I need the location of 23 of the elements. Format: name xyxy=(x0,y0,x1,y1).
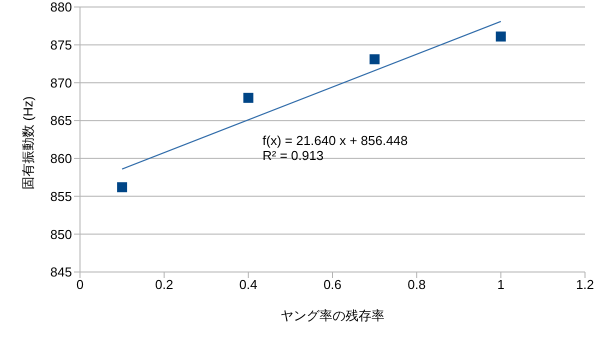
annotation: R² = 0.913 xyxy=(262,148,324,163)
x-tick-label: 1.2 xyxy=(576,277,594,292)
x-axis-title: ヤング率の残存率 xyxy=(280,308,384,323)
y-tick-label: 855 xyxy=(50,188,72,204)
y-tick-label: 845 xyxy=(50,264,72,280)
point xyxy=(243,92,254,103)
y-tick-label: 870 xyxy=(50,75,72,90)
x-tick-label: 0 xyxy=(76,277,84,292)
y-tick-label: 865 xyxy=(50,113,72,128)
x-tick-label: 0.2 xyxy=(155,277,174,292)
y-tick-label: 850 xyxy=(50,226,72,242)
point xyxy=(496,32,506,42)
point xyxy=(370,54,380,64)
x-tick-label: 0.6 xyxy=(323,277,342,292)
y-tick-label: 880 xyxy=(50,0,72,15)
x-tick-label: 0.4 xyxy=(239,277,258,292)
annotation: f(x) = 21.640 x + 856.448 xyxy=(262,133,408,148)
x-tick-label: 0.8 xyxy=(408,277,426,292)
y-axis-title: 固有振動数 (Hz) xyxy=(20,96,36,190)
point xyxy=(117,182,128,192)
y-tick-label: 860 xyxy=(50,151,72,166)
x-tick-label: 1 xyxy=(497,277,504,292)
y-tick-label: 875 xyxy=(50,37,72,52)
